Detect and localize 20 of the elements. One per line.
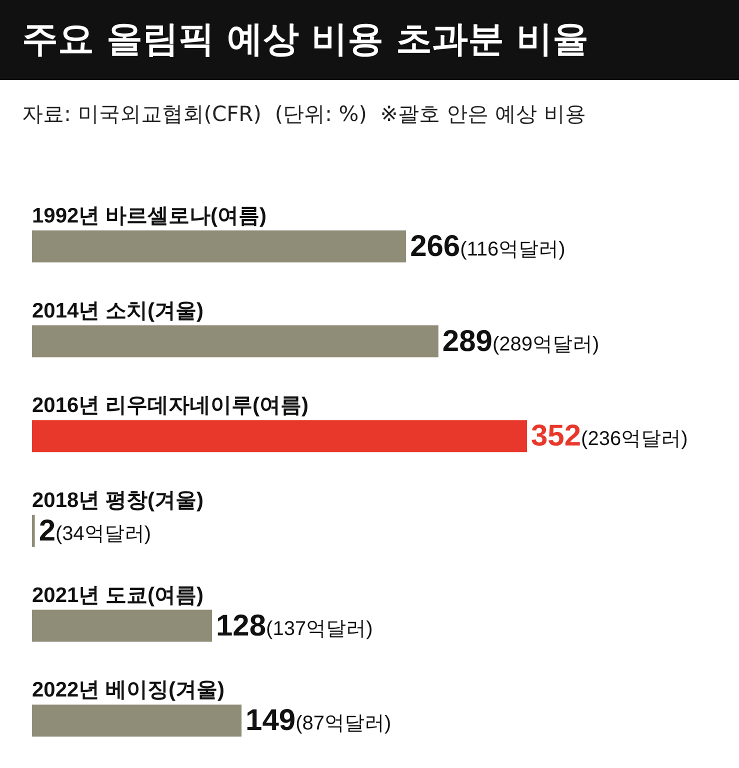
data-label: 352(236억달러) [531, 420, 688, 453]
y-tick-label: 2021년 도쿄(여름) [32, 584, 204, 607]
data-label: 149(87억달러) [246, 704, 392, 738]
y-tick-label: 2022년 베이징(겨울) [32, 678, 225, 702]
y-tick-label: 2014년 소치(겨울) [32, 299, 204, 322]
data-label: 289(289억달러) [442, 324, 600, 358]
data-label: 128(137억달러) [216, 609, 373, 642]
bar [32, 514, 35, 547]
chart-title: 주요 올림픽 예상 비용 초과분 비율 [0, 0, 739, 80]
bar [32, 230, 406, 262]
bar [32, 420, 527, 452]
y-tick-label: 2018년 평창(겨울) [32, 488, 204, 512]
bar [32, 610, 212, 642]
chart-subtitle: 자료: 미국외교협회(CFR) (단위: %) ※괄호 안은 예상 비용 [22, 101, 586, 128]
data-label: 2(34억달러) [38, 514, 152, 548]
data-label: 266(116억달러) [410, 230, 566, 263]
bar [32, 704, 242, 737]
y-tick-label: 1992년 바르셀로나(여름) [32, 204, 267, 228]
y-tick-label: 2016년 리우데자네이루(여름) [32, 394, 309, 418]
bar [32, 325, 438, 358]
